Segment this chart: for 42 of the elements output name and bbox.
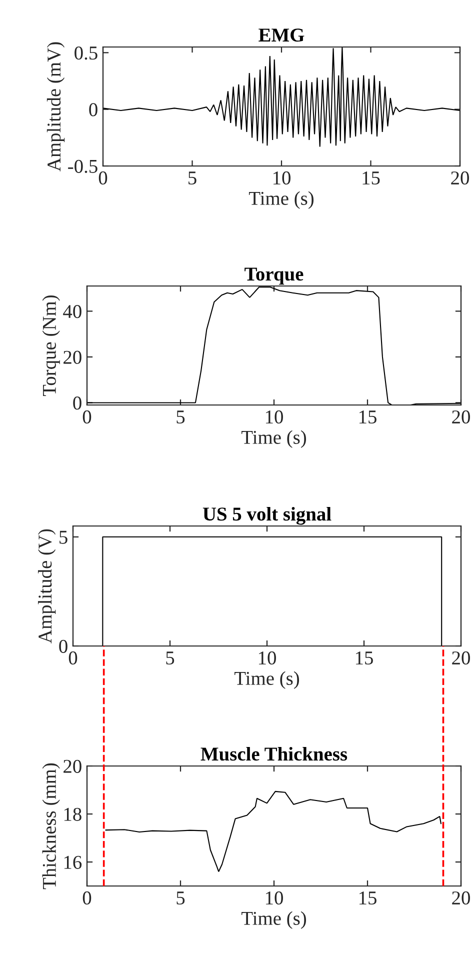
y-tick-label: 0: [73, 396, 82, 410]
x-axis-title: Time (s): [241, 911, 306, 929]
x-axis-title: Time (s): [248, 191, 314, 209]
chart-title: Torque: [244, 268, 304, 285]
x-tick-label: 5: [166, 652, 174, 665]
y-tick-label: -0.5: [68, 160, 98, 174]
chart-title: Muscle Thickness: [200, 746, 348, 761]
y-tick-label: 16: [64, 856, 82, 869]
y-tick-label: 0: [89, 103, 98, 116]
y-axis-title: Amplitude (V): [38, 529, 56, 644]
y-tick-label: 18: [64, 808, 82, 821]
x-tick-label: 5: [188, 172, 196, 185]
x-tick-label: 5: [176, 410, 185, 424]
x-tick-label: 10: [266, 891, 283, 905]
y-axis-title: Amplitude (mV): [46, 42, 65, 172]
y-tick-label: 20: [64, 760, 82, 773]
y-tick-label: 40: [63, 304, 82, 318]
x-tick-label: 10: [266, 410, 283, 424]
y-axis-title: Torque (Nm): [42, 295, 60, 396]
x-tick-label: 5: [176, 892, 185, 905]
line-series: [105, 790, 442, 872]
line-series: [87, 286, 461, 405]
x-tick-label: 20: [452, 651, 470, 665]
x-tick-label: 15: [359, 892, 376, 905]
y-tick-label: 0: [59, 640, 68, 653]
chart-title: EMG: [258, 28, 304, 42]
y-axis-title: Thickness (mm): [42, 763, 60, 890]
x-axis-title: Time (s): [241, 430, 306, 448]
y-tick-label: 20: [64, 350, 82, 364]
x-tick-label: 0: [98, 171, 108, 185]
x-tick-label: 10: [258, 651, 276, 665]
x-tick-label: 15: [359, 410, 376, 424]
x-tick-label: 20: [452, 891, 470, 905]
chart-title: US 5 volt signal: [202, 506, 332, 525]
x-tick-label: 20: [452, 410, 470, 424]
x-axis-title: Time (s): [234, 671, 300, 689]
x-tick-label: 10: [273, 171, 290, 185]
x-tick-label: 15: [356, 652, 373, 665]
y-tick-label: 0.5: [74, 46, 98, 60]
x-tick-label: 15: [362, 172, 380, 185]
x-tick-label: 20: [451, 171, 469, 185]
y-tick-label: 5: [60, 530, 68, 544]
